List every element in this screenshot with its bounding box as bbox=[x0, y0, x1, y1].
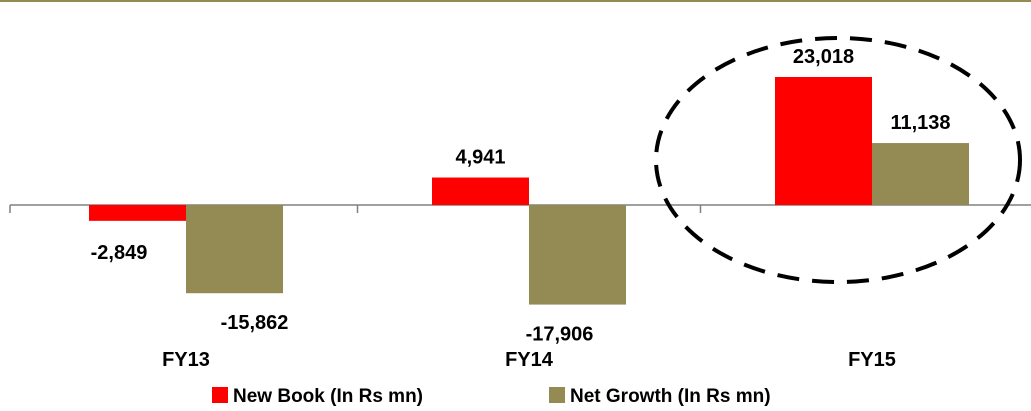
legend: New Book (In Rs mn) Net Growth (In Rs mn) bbox=[212, 386, 771, 407]
bar-net-growth-fy15 bbox=[872, 143, 969, 205]
category-label-fy14: FY14 bbox=[505, 349, 554, 371]
data-label-new-book-fy13: -2,849 bbox=[91, 242, 148, 264]
bar-new-book-fy14 bbox=[432, 177, 529, 205]
bar-new-book-fy15 bbox=[775, 77, 872, 205]
data-label-net-growth-fy15: 11,138 bbox=[890, 112, 950, 134]
data-label-net-growth-fy13: -15,862 bbox=[221, 312, 289, 334]
fy15-highlight-ellipse bbox=[654, 36, 1022, 284]
legend-swatch-net-growth bbox=[549, 387, 565, 403]
legend-label-net-growth: Net Growth (In Rs mn) bbox=[570, 386, 771, 407]
bar-net-growth-fy14 bbox=[529, 205, 626, 305]
data-label-new-book-fy15: 23,018 bbox=[793, 46, 854, 68]
legend-swatch-new-book bbox=[212, 387, 228, 403]
data-label-net-growth-fy14: -17,906 bbox=[526, 324, 594, 346]
bar-net-growth-fy13 bbox=[186, 205, 283, 294]
bar-new-book-fy13 bbox=[89, 205, 186, 221]
category-label-fy15: FY15 bbox=[848, 349, 896, 371]
legend-label-new-book: New Book (In Rs mn) bbox=[233, 386, 423, 407]
category-label-fy13: FY13 bbox=[162, 349, 210, 371]
data-label-new-book-fy14: 4,941 bbox=[455, 147, 505, 169]
